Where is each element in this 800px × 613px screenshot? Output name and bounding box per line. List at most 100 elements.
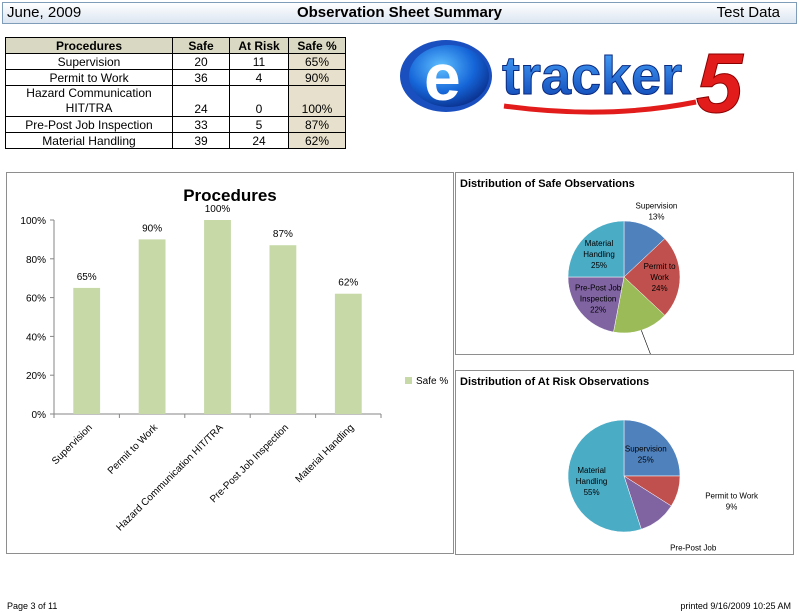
slice-label: Material Handling 55% [576,466,608,497]
print-timestamp: printed 9/16/2009 10:25 AM [680,601,791,611]
safe-pie-chart: Distribution of Safe ObservationsSupervi… [460,178,705,411]
cell-at-risk: 0 [229,85,289,117]
slice-label: Permit to Work 9% [705,492,759,512]
cell-procedure: Supervision [5,53,173,70]
pie-slice [613,276,666,334]
cell-safe: 36 [172,69,230,86]
col-header-safe: Safe [172,37,230,54]
slice-label-line: 9% [726,503,738,512]
procedures-chart-panel: Procedures 0% 20% 40% 60% 80% 100% 65% Supervisi… [6,172,454,554]
page-header: June, 2009 Observation Sheet Summary Tes… [2,2,797,24]
risk-pie-panel: Distribution of At Risk Observations Supe… [455,370,794,575]
table-row: Permit to Work 36 4 90% [5,69,346,86]
procedures-bar-chart: Procedures 0% 20% 40% 60% 80% 100% 65% Supervisi… [20,186,448,533]
slice-label: Supervision 25% [625,445,667,465]
slice-label-line: Material [577,466,606,475]
pie-slice [567,276,625,333]
logo-ball [409,45,489,107]
y-tick-label: 80% [26,255,46,266]
logo-letter: e [424,40,461,114]
y-tick-label: 60% [26,294,46,305]
cell-at-risk: 11 [229,53,289,70]
data-label: 62% [338,278,358,289]
data-label: 100% [205,204,231,215]
cell-procedure: Material Handling [5,132,173,149]
slice-label: Pre-Post JobInspection11% [670,544,717,554]
cell-procedure: Hazard Communication HIT/TRA [5,85,173,117]
table-row: Material Handling 39 24 62% [5,132,346,149]
cell-procedure: Pre-Post Job Inspection [5,116,173,133]
cell-safe-pct: 87% [288,116,346,133]
cell-safe-pct: 100% [288,85,346,117]
slice-label-line: 25% [591,261,607,270]
cell-safe: 39 [172,132,230,149]
y-tick-label: 40% [26,332,46,343]
col-header-safe-pct: Safe % [288,37,346,54]
legend-label: Safe % [416,376,448,387]
cell-at-risk: 4 [229,69,289,86]
legend-swatch [405,377,412,384]
pie-slice [567,220,625,278]
y-tick-label: 100% [20,216,46,227]
slice-label-line: Permit to [644,262,677,271]
pie-slice [623,238,681,316]
table-row: Supervision 20 11 65% [5,53,346,70]
col-header-at-risk: At Risk [229,37,289,54]
data-label: 90% [142,223,162,234]
x-tick-label: Hazard Communication HIT/TRA [114,422,225,533]
x-tick-label: Supervision [50,422,95,467]
bar-mark [73,287,101,414]
slice-label-line: Supervision [625,445,667,454]
table-header-row: Procedures Safe At Risk Safe % [5,37,346,54]
slice-label-line: Work [650,273,670,282]
slice-label: Material Handling 25% [583,239,615,270]
data-label: 87% [273,229,293,240]
cell-safe-pct: 90% [288,69,346,86]
slice-label: Supervision 13% [636,202,678,222]
pie-slice [623,419,681,477]
data-label: 65% [77,272,97,283]
bar-mark [269,245,297,414]
cell-procedure-line2: HIT/TRA [65,101,113,115]
slice-label-line: 24% [652,284,668,293]
report-date: June, 2009 [7,4,82,21]
table-row: Pre-Post Job Inspection 33 5 87% [5,116,346,133]
procedures-table: Procedures Safe At Risk Safe % Supervisi… [5,37,346,149]
chart-title: Procedures [183,186,277,205]
cell-safe: 24 [172,85,230,117]
col-header-procedures: Procedures [5,37,173,54]
slice-label: Permit to Work 24% [644,262,677,293]
logo-number: 5 [696,36,744,122]
slice-label-line: Material [585,239,614,248]
report-title: Observation Sheet Summary [296,4,503,21]
slice-label-line: 25% [638,456,654,465]
bar-mark [204,220,231,414]
cell-safe-pct: 65% [288,53,346,70]
slice-label-line: Handling [576,477,608,486]
x-tick-label: Material Handling [294,422,357,485]
bar-mark [334,293,362,414]
slice-label-line: Inspection [580,294,616,303]
slice-label-line: Supervision [636,202,678,211]
cell-safe: 20 [172,53,230,70]
slice-label-line: Permit to Work [705,492,759,501]
cell-procedure: Permit to Work [5,69,173,86]
slice-label: Pre-Post Job Inspection 22% [575,283,622,314]
y-tick-label: 0% [32,410,47,421]
cell-safe: 33 [172,116,230,133]
logo-word: tracker [502,46,682,106]
cell-safe-pct: 62% [288,132,346,149]
y-tick-label: 20% [26,371,46,382]
slice-label-line: 22% [590,305,606,314]
slice-label-line: Handling [583,250,615,259]
logo-underline [503,99,697,115]
report-data-label: Test Data [716,4,780,21]
risk-pie-chart: Distribution of At Risk Observations Supe… [460,376,759,575]
cell-at-risk: 24 [229,132,289,149]
bar-mark [138,239,166,414]
cell-at-risk: 5 [229,116,289,133]
page-number: Page 3 of 11 [7,601,58,611]
leader-line [641,330,660,378]
slice-label-line: Pre-Post Job [575,283,622,292]
table-row: Hazard Communication HIT/TRA 24 0 100% [5,85,346,117]
